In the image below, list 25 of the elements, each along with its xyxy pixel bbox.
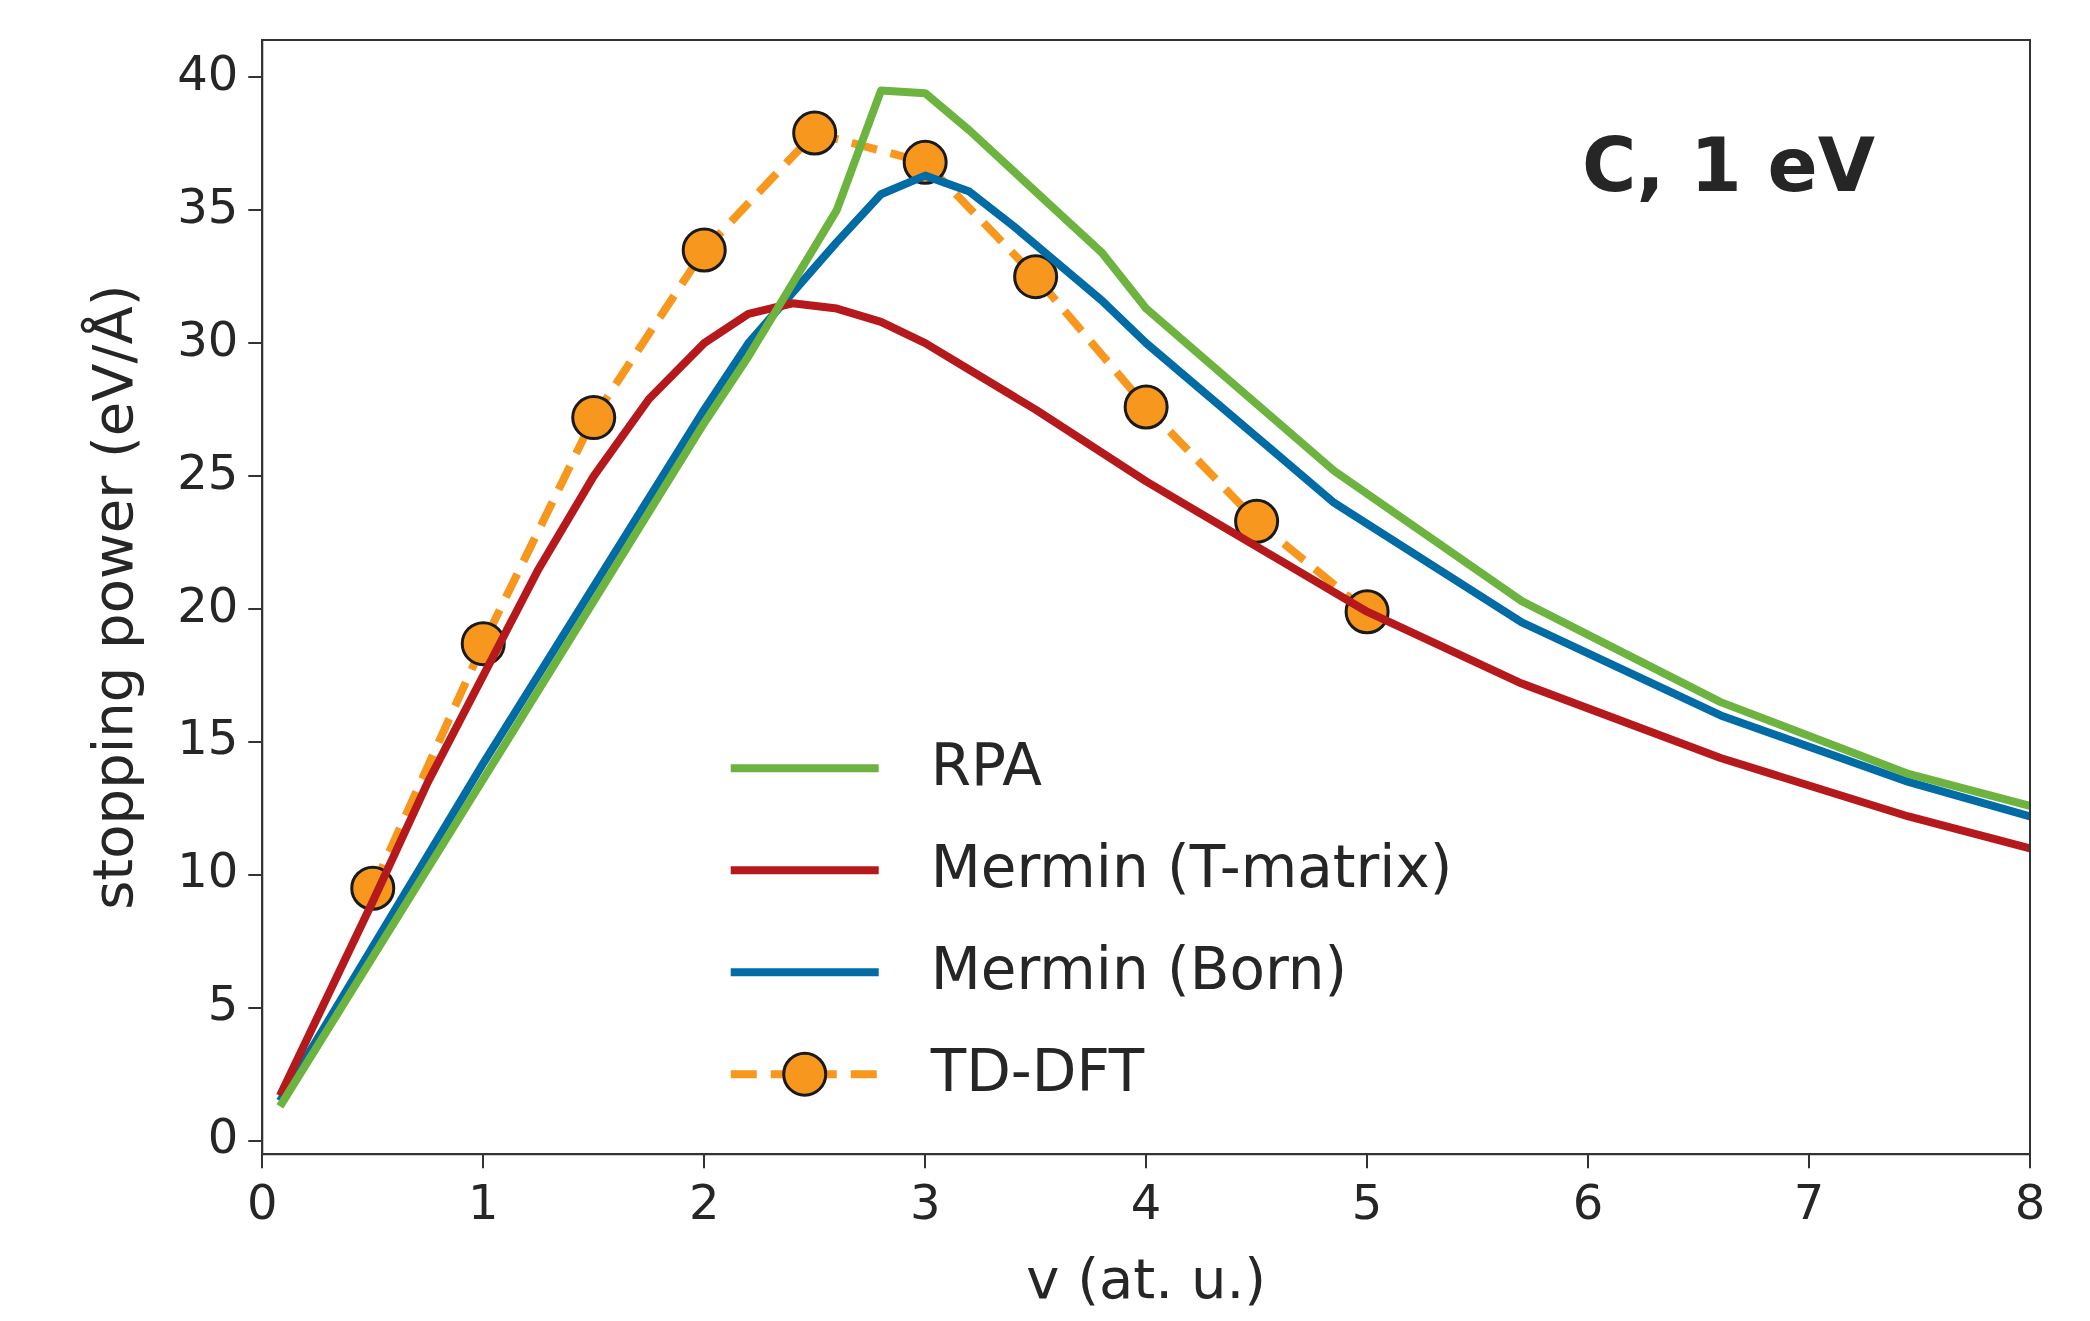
y-tick-label: 30: [177, 310, 239, 367]
y-tick-label: 5: [207, 975, 239, 1032]
x-tick-label: 0: [247, 1174, 278, 1231]
legend-label: Mermin (Born): [930, 935, 1348, 1004]
x-tick-label: 7: [1793, 1174, 1825, 1231]
legend-label: TD-DFT: [929, 1037, 1145, 1106]
x-tick-label: 8: [2014, 1174, 2046, 1231]
y-tick-label: 25: [177, 443, 239, 500]
y-tick-label: 10: [177, 842, 239, 899]
legend-label: RPA: [930, 731, 1043, 800]
y-tick-label: 40: [177, 44, 239, 101]
x-tick-label: 6: [1572, 1174, 1604, 1231]
annotation: C, 1 eV: [1582, 122, 1875, 209]
y-tick-label: 35: [177, 177, 239, 234]
y-tick-label: 20: [177, 576, 239, 633]
x-tick-label: 3: [909, 1174, 941, 1231]
legend-label: Mermin (T-matrix): [930, 833, 1453, 902]
x-tick-label: 5: [1351, 1174, 1383, 1231]
y-axis-title: stopping power (eV/Å): [80, 284, 146, 910]
x-axis-title: v (at. u.): [1026, 1245, 1267, 1311]
x-tick-label: 4: [1130, 1174, 1162, 1231]
x-tick-label: 1: [467, 1174, 499, 1231]
y-tick-label: 15: [177, 709, 239, 766]
y-tick-label: 0: [207, 1108, 239, 1165]
x-tick-label: 2: [688, 1174, 720, 1231]
